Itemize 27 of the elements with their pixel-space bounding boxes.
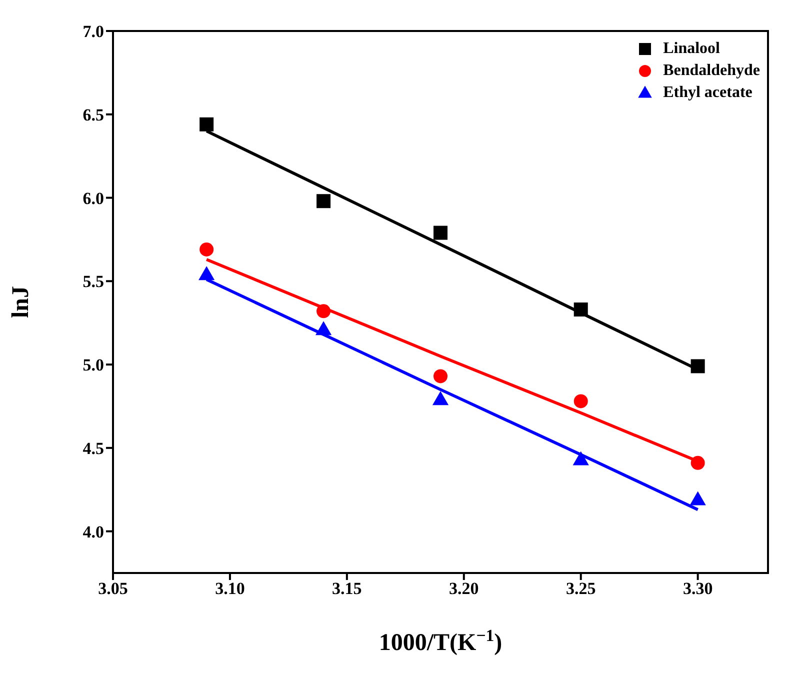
y-axis-title: lnJ: [8, 286, 34, 318]
x-tick-label: 3.05: [98, 579, 128, 598]
x-tick-label: 3.15: [332, 579, 362, 598]
point: [574, 394, 588, 408]
y-tick-label: 4.0: [82, 522, 104, 542]
y-tick-label: 4.5: [82, 438, 104, 458]
point: [434, 226, 448, 240]
legend-label: Ethyl acetate: [663, 84, 752, 102]
point: [200, 117, 214, 132]
y-tick-label: 6.0: [82, 188, 104, 208]
y-tick-label: 5.5: [82, 272, 104, 292]
x-tick-label: 3.25: [566, 579, 596, 598]
point: [434, 369, 448, 384]
y-tick-label: 6.5: [82, 105, 104, 124]
point: [200, 242, 214, 256]
x-tick-label: 3.10: [215, 579, 245, 598]
legend-label: Linalool: [663, 40, 720, 58]
legend-label: Bendaldehyde: [663, 62, 760, 80]
point: [432, 391, 449, 406]
y-tick-label: 5.0: [82, 356, 104, 375]
x-axis-title: 1000/T(K$^{−1}$): [378, 626, 502, 656]
x-tick-label: 3.30: [682, 579, 713, 598]
point: [198, 266, 215, 280]
x-tick-label: 3.20: [449, 579, 479, 598]
point: [690, 491, 706, 506]
point: [316, 194, 331, 208]
y-tick-label: 7.0: [82, 22, 104, 42]
